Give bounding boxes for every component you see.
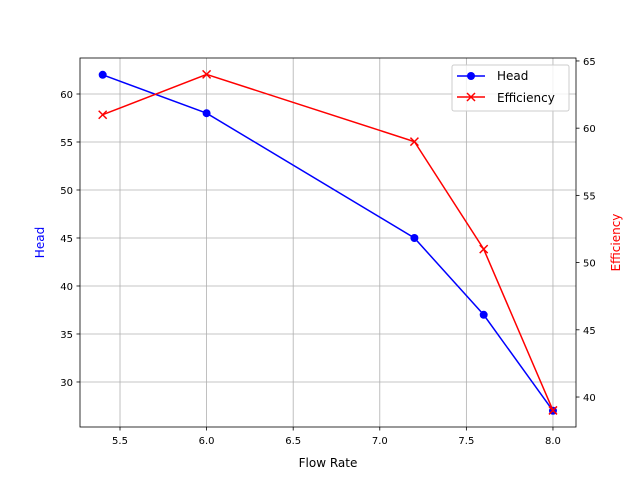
y-tick-label-left: 50 — [60, 186, 73, 197]
y-axis-label-left: Head — [33, 227, 47, 258]
head-point — [410, 233, 419, 242]
axes: 5.5 6.0 6.5 7.0 7.5 8.0 30 35 40 45 50 55 60 40 45 50 55… — [60, 57, 595, 447]
legend-efficiency-label: Efficiency — [497, 91, 555, 105]
x-tick-label: 7.0 — [372, 436, 388, 447]
y-tick-label-right: 50 — [583, 259, 596, 270]
efficiency-point — [409, 137, 419, 147]
y-axis-label-right: Efficiency — [609, 214, 623, 272]
x-tick-label: 7.5 — [458, 436, 474, 447]
x-tick-label: 6.0 — [199, 436, 215, 447]
y-tick-label-right: 60 — [583, 124, 596, 135]
y-tick-label-left: 45 — [60, 234, 73, 245]
legend-head-marker — [467, 72, 475, 80]
x-axis-label: Flow Rate — [299, 456, 358, 470]
plot-frame — [79, 57, 577, 428]
y-tick-label-left: 35 — [60, 330, 73, 341]
efficiency-point — [548, 405, 558, 415]
series-lines — [98, 69, 558, 415]
head-point — [202, 109, 211, 118]
efficiency-line — [102, 73, 554, 411]
y-tick-label-right: 45 — [583, 326, 596, 337]
y-tick-label-left: 40 — [60, 282, 73, 293]
efficiency-point — [98, 110, 108, 120]
head-line — [102, 74, 554, 412]
efficiency-point — [202, 69, 212, 79]
legend-efficiency-marker — [466, 92, 476, 102]
head-point — [479, 310, 488, 319]
x-tick-label: 8.0 — [545, 436, 561, 447]
x-tick-label: 5.5 — [112, 436, 128, 447]
y-tick-label-right: 40 — [583, 393, 596, 404]
y-tick-label-left: 30 — [60, 378, 73, 389]
y-tick-label-right: 55 — [583, 191, 596, 202]
head-point — [98, 70, 107, 79]
legend: Head Efficiency — [451, 64, 570, 112]
y-tick-label-left: 55 — [60, 138, 73, 149]
legend-head-label: Head — [497, 69, 528, 83]
efficiency-point — [479, 244, 489, 254]
x-tick-label: 6.5 — [285, 436, 301, 447]
y-tick-label-left: 60 — [60, 90, 73, 101]
y-tick-label-right: 65 — [583, 57, 596, 68]
